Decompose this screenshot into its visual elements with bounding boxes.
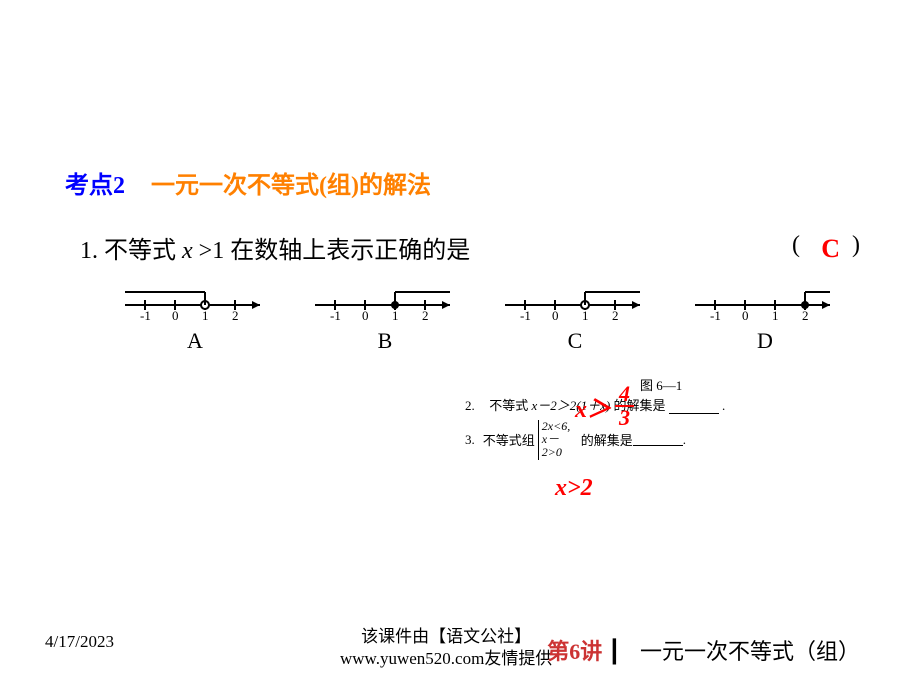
option-c-wrap: -1 0 1 2 C — [500, 280, 650, 354]
q3-brace: 2x<6, x－2>0 — [538, 420, 578, 460]
section-heading: 考点2 一元一次不等式(组)的解法 — [65, 165, 431, 200]
q2-number: 2. — [465, 398, 475, 413]
q3-post: 的解集是 — [581, 430, 633, 449]
svg-text:0: 0 — [552, 308, 559, 320]
heading-prefix: 考点2 — [65, 173, 125, 199]
label-a: A — [187, 328, 203, 354]
q1-gt: >1 — [199, 238, 225, 264]
label-b: B — [378, 328, 393, 354]
footer-date: 4/17/2023 — [45, 632, 114, 652]
answer2-den: 3 — [615, 407, 634, 429]
svg-text:0: 0 — [742, 308, 749, 320]
svg-text:-1: -1 — [330, 308, 341, 320]
footer-line2: www.yuwen520.com友情提供 — [340, 649, 552, 668]
svg-text:1: 1 — [772, 308, 779, 320]
numline-a: -1 0 1 2 — [120, 280, 270, 320]
paren-right: ) — [852, 232, 860, 258]
q3-line2: x－2>0 — [542, 432, 562, 459]
q3-pre: 不等式组 — [483, 430, 535, 449]
label-c: C — [568, 328, 583, 354]
q2-blank — [669, 402, 719, 414]
q1-var: x — [182, 238, 193, 264]
option-b-wrap: -1 0 1 2 B — [310, 280, 460, 354]
q3-blank — [633, 434, 683, 446]
answer-2: x＞ 4 3 — [575, 383, 634, 429]
svg-text:1: 1 — [392, 308, 399, 320]
answer-1: C — [821, 234, 840, 264]
svg-text:-1: -1 — [140, 308, 151, 320]
svg-text:-1: -1 — [520, 308, 531, 320]
q3-number: 3. — [465, 432, 475, 448]
paren-left: ( — [792, 232, 800, 258]
q2-pre: 不等式 — [489, 398, 531, 413]
lecture-sep: ┃ — [608, 639, 621, 664]
label-d: D — [757, 328, 773, 354]
q1-pre: 不等式 — [104, 238, 176, 264]
number-lines: -1 0 1 2 A -1 0 1 2 B — [120, 280, 840, 354]
svg-text:2: 2 — [232, 308, 239, 320]
heading-title: 一元一次不等式(组)的解法 — [151, 173, 431, 199]
figure-caption: 图 6—1 — [640, 375, 682, 394]
footer-line1: 该课件由【语文公社】 — [361, 627, 531, 646]
q2-period: . — [722, 398, 725, 413]
footer-center: 该课件由【语文公社】 www.yuwen520.com友情提供 — [340, 626, 552, 670]
q1-post: 在数轴上表示正确的是 — [230, 238, 470, 264]
lecture-num: 第6讲 — [547, 639, 602, 664]
q3-period: . — [683, 432, 686, 448]
svg-text:2: 2 — [612, 308, 619, 320]
svg-text:0: 0 — [362, 308, 369, 320]
numline-c: -1 0 1 2 — [500, 280, 650, 320]
lecture-title: 一元一次不等式（组） — [640, 639, 860, 664]
option-a-wrap: -1 0 1 2 A — [120, 280, 270, 354]
answer-3: x>2 — [555, 475, 593, 502]
svg-text:2: 2 — [802, 308, 809, 320]
option-d-wrap: -1 0 1 2 D — [690, 280, 840, 354]
numline-d: -1 0 1 2 — [690, 280, 840, 320]
svg-text:-1: -1 — [710, 308, 721, 320]
svg-text:2: 2 — [422, 308, 429, 320]
numline-b: -1 0 1 2 — [310, 280, 460, 320]
answer2-pre: x＞ — [575, 389, 611, 424]
answer2-num: 4 — [615, 383, 634, 407]
q1-number: 1. — [80, 238, 98, 264]
footer-right: 第6讲 ┃ 一元一次不等式（组） — [547, 634, 860, 666]
question-1: 1. 不等式 x >1 在数轴上表示正确的是 — [80, 230, 470, 265]
svg-text:0: 0 — [172, 308, 179, 320]
answer2-frac: 4 3 — [615, 383, 634, 429]
q3-line1: 2x<6, — [542, 419, 570, 433]
